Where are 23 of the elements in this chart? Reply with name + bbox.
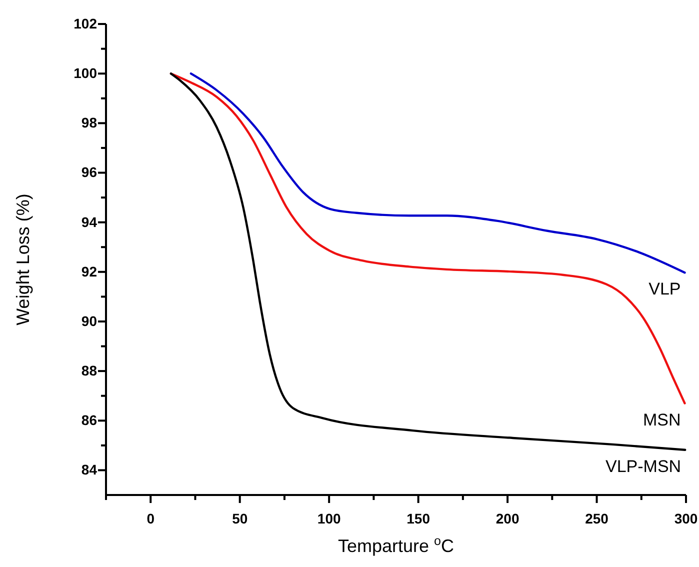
y-tick-label: 88 (81, 362, 98, 379)
y-tick-label: 98 (81, 114, 98, 131)
y-tick-label: 94 (81, 214, 98, 230)
x-tick-label: 100 (317, 510, 341, 527)
y-tick-label: 102 (74, 15, 98, 32)
x-tick-label: 150 (406, 510, 430, 527)
y-tick-label: 92 (81, 263, 98, 280)
y-axis-title: Weight Loss (%) (13, 194, 33, 326)
x-tick-label: 300 (674, 510, 698, 527)
series-label: VLP (648, 280, 681, 299)
line-series (190, 72, 686, 274)
y-tick-label: 90 (81, 312, 98, 329)
series-label: MSN (642, 410, 681, 430)
series-label: VLP-MSN (606, 456, 682, 476)
x-axis-title: Temparture $^{o}$C (338, 534, 454, 556)
y-tick-label: 100 (74, 65, 98, 82)
x-tick-label: 0 (146, 510, 155, 527)
x-tick-label: 50 (232, 510, 248, 527)
x-tick-label: 250 (585, 510, 609, 527)
x-tick-label: 200 (496, 510, 520, 527)
y-tick-label: 86 (81, 412, 98, 428)
y-tick-label: 84 (81, 462, 98, 478)
y-tick-label: 96 (81, 164, 98, 180)
